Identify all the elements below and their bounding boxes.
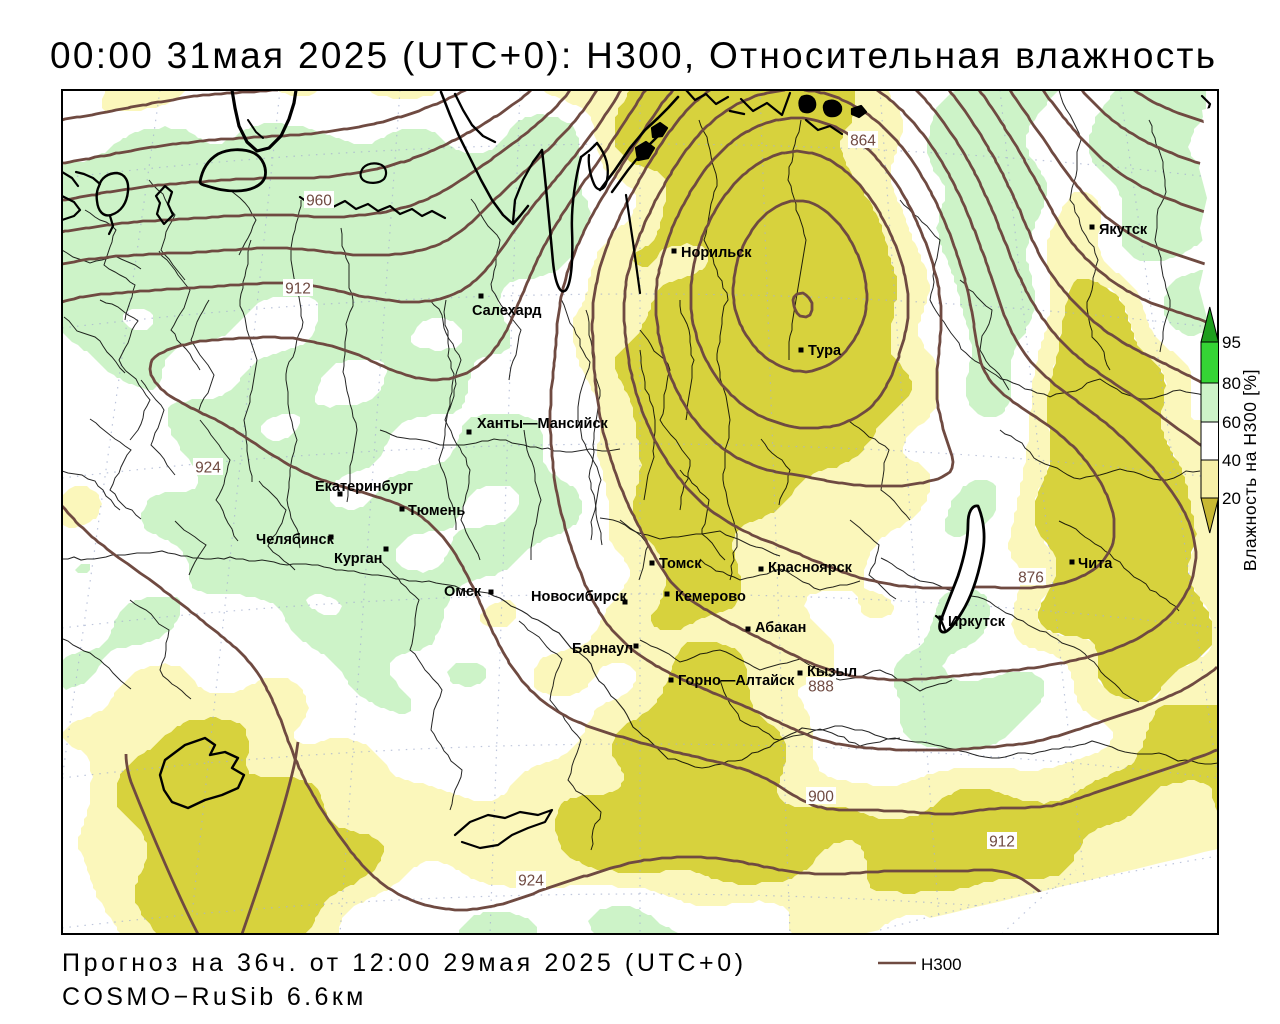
svg-text:Красноярск: Красноярск xyxy=(768,560,853,576)
svg-text:Чита: Чита xyxy=(1078,556,1113,572)
svg-text:Кызыл: Кызыл xyxy=(807,664,857,680)
svg-text:80: 80 xyxy=(1222,374,1241,393)
svg-text:900: 900 xyxy=(808,789,834,806)
svg-text:Екатеринбург: Екатеринбург xyxy=(315,479,413,495)
svg-text:00:00 31мая 2025 (UTC+0): H300: 00:00 31мая 2025 (UTC+0): H300, Относите… xyxy=(50,35,1217,76)
svg-text:Курган: Курган xyxy=(334,551,382,567)
svg-text:924: 924 xyxy=(518,873,544,890)
svg-text:40: 40 xyxy=(1222,451,1241,470)
svg-text:912: 912 xyxy=(285,281,311,298)
svg-text:Омск: Омск xyxy=(444,584,482,600)
svg-text:COSMO−RuSib 6.6км: COSMO−RuSib 6.6км xyxy=(62,983,367,1011)
svg-text:Салехард: Салехард xyxy=(472,303,541,319)
svg-text:Абакан: Абакан xyxy=(755,620,806,636)
svg-text:Кемерово: Кемерово xyxy=(675,589,746,605)
svg-text:H300: H300 xyxy=(921,955,962,974)
svg-text:Новосибирск: Новосибирск xyxy=(531,589,627,605)
svg-text:864: 864 xyxy=(850,133,876,150)
svg-text:888: 888 xyxy=(808,679,834,696)
svg-text:Норильск: Норильск xyxy=(681,245,752,261)
svg-text:876: 876 xyxy=(1018,570,1044,587)
svg-text:Влажность на H300 [%]: Влажность на H300 [%] xyxy=(1240,369,1260,571)
svg-text:Челябинск: Челябинск xyxy=(256,532,335,548)
svg-text:Горно—Алтайск: Горно—Алтайск xyxy=(678,673,795,689)
svg-text:Иркутск: Иркутск xyxy=(948,614,1006,630)
svg-text:20: 20 xyxy=(1222,489,1241,508)
svg-text:924: 924 xyxy=(195,460,221,477)
svg-text:Якутск: Якутск xyxy=(1099,222,1148,238)
svg-text:60: 60 xyxy=(1222,413,1241,432)
svg-text:95: 95 xyxy=(1222,333,1241,352)
svg-text:Томск: Томск xyxy=(659,556,702,572)
svg-text:Тура: Тура xyxy=(808,343,842,359)
svg-text:Прогноз на 36ч. от 12:00 29мая: Прогноз на 36ч. от 12:00 29мая 2025 (UTC… xyxy=(62,949,747,977)
svg-text:Барнаул: Барнаул xyxy=(572,641,633,657)
svg-text:Ханты—Мансийск: Ханты—Мансийск xyxy=(477,416,609,432)
svg-text:912: 912 xyxy=(989,834,1015,851)
svg-text:960: 960 xyxy=(306,193,332,210)
svg-text:Тюмень: Тюмень xyxy=(408,503,465,519)
